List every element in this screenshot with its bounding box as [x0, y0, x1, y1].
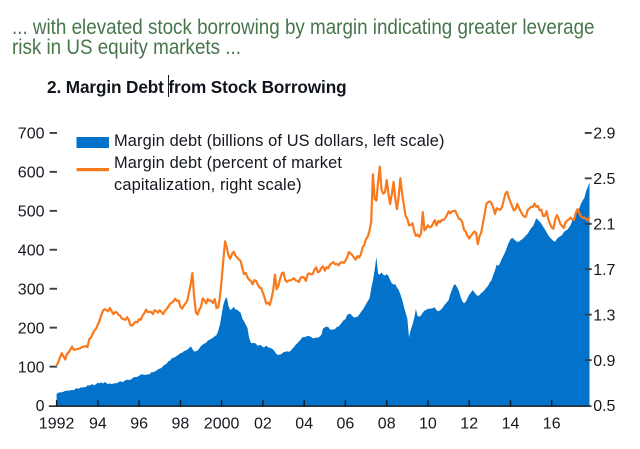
- svg-text:700: 700: [18, 126, 45, 143]
- svg-text:0: 0: [36, 398, 45, 415]
- svg-text:04: 04: [295, 416, 313, 433]
- svg-text:12: 12: [460, 416, 478, 433]
- svg-text:100: 100: [18, 359, 45, 376]
- svg-text:0.9: 0.9: [593, 353, 615, 370]
- svg-text:1.3: 1.3: [593, 307, 615, 324]
- svg-text:16: 16: [543, 416, 561, 433]
- svg-text:94: 94: [89, 416, 107, 433]
- svg-text:14: 14: [502, 416, 520, 433]
- svg-text:06: 06: [337, 416, 355, 433]
- svg-text:600: 600: [18, 165, 45, 182]
- svg-text:08: 08: [378, 416, 396, 433]
- svg-text:1.7: 1.7: [593, 262, 615, 279]
- svg-text:200: 200: [18, 320, 45, 337]
- svg-text:02: 02: [254, 416, 272, 433]
- svg-text:10: 10: [419, 416, 437, 433]
- svg-text:96: 96: [130, 416, 148, 433]
- svg-text:2.9: 2.9: [593, 126, 615, 143]
- svg-text:300: 300: [18, 281, 45, 298]
- svg-text:2.1: 2.1: [593, 217, 615, 234]
- svg-text:2000: 2000: [204, 416, 240, 433]
- svg-text:98: 98: [172, 416, 190, 433]
- svg-text:0.5: 0.5: [593, 398, 615, 415]
- svg-text:2.5: 2.5: [593, 171, 615, 188]
- svg-text:1992: 1992: [39, 416, 75, 433]
- svg-text:500: 500: [18, 204, 45, 221]
- svg-text:400: 400: [18, 242, 45, 259]
